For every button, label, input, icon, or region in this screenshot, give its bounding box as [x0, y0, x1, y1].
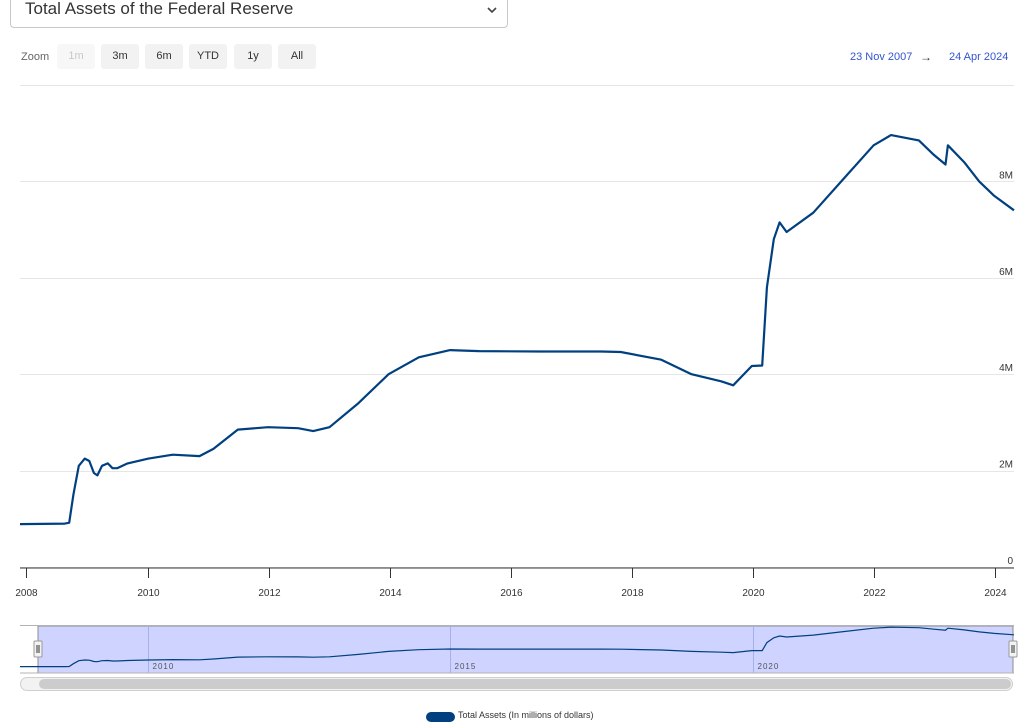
navigator-tick-label: 2020 [758, 662, 780, 671]
zoom-button-1y[interactable]: 1y [234, 44, 272, 69]
y-tick-label: 4M [999, 363, 1013, 374]
grid-lines [20, 85, 1014, 568]
range-to-date[interactable]: 24 Apr 2024 [949, 51, 1009, 63]
navigator-series-line [20, 626, 1015, 668]
x-tick-label: 2020 [742, 588, 765, 599]
zoom-button-all[interactable]: All [278, 44, 316, 69]
y-tick-label: 2M [999, 460, 1013, 471]
range-arrow: → [920, 50, 932, 64]
scrollbar-thumb[interactable] [39, 679, 1011, 689]
legend-label: Total Assets (In millions of dollars) [458, 710, 594, 720]
y-tick-label: 0 [1007, 556, 1013, 567]
navigator-tick-label: 2010 [153, 662, 175, 671]
x-tick-label: 2018 [621, 588, 644, 599]
zoom-button-1m[interactable]: 1m [57, 44, 95, 69]
zoom-button-3m[interactable]: 3m [101, 44, 139, 69]
range-from-date[interactable]: 23 Nov 2007 [850, 51, 913, 63]
navigator-grid: 2010 2015 2020 [148, 626, 780, 673]
x-tick-label: 2022 [863, 588, 886, 599]
legend-symbol [426, 712, 455, 722]
chart-select-value: Total Assets of the Federal Reserve [25, 0, 294, 18]
navigator-handle-right[interactable] [1008, 640, 1018, 658]
x-tick-label: 2010 [137, 588, 160, 599]
chevron-down-icon [487, 7, 497, 14]
chart-select-dropdown[interactable]: Total Assets of the Federal Reserve [10, 0, 508, 28]
navigator-handle-left[interactable] [33, 640, 43, 658]
x-tick-label: 2014 [379, 588, 402, 599]
navigator[interactable]: 2010 2015 2020 [20, 625, 1018, 674]
navigator-border [20, 625, 1014, 674]
x-tick-label: 2012 [258, 588, 281, 599]
zoom-button-ytd[interactable]: YTD [189, 44, 227, 69]
x-axis: 2008 2010 2012 2014 2016 2018 2020 2022 2024 [15, 568, 1007, 599]
navigator-tick-label: 2015 [455, 662, 477, 671]
x-tick-label: 2008 [15, 588, 38, 599]
y-tick-label: 8M [999, 170, 1013, 181]
series-line-total-assets[interactable] [19, 134, 1015, 526]
zoom-button-6m[interactable]: 6m [145, 44, 183, 69]
zoom-label: Zoom [21, 51, 50, 63]
navigator-scrollbar[interactable] [20, 677, 1013, 691]
y-axis-labels: 0 2M 4M 6M 8M [999, 170, 1013, 567]
x-tick-label: 2024 [984, 588, 1007, 599]
x-tick-label: 2016 [500, 588, 523, 599]
y-tick-label: 6M [999, 267, 1013, 278]
